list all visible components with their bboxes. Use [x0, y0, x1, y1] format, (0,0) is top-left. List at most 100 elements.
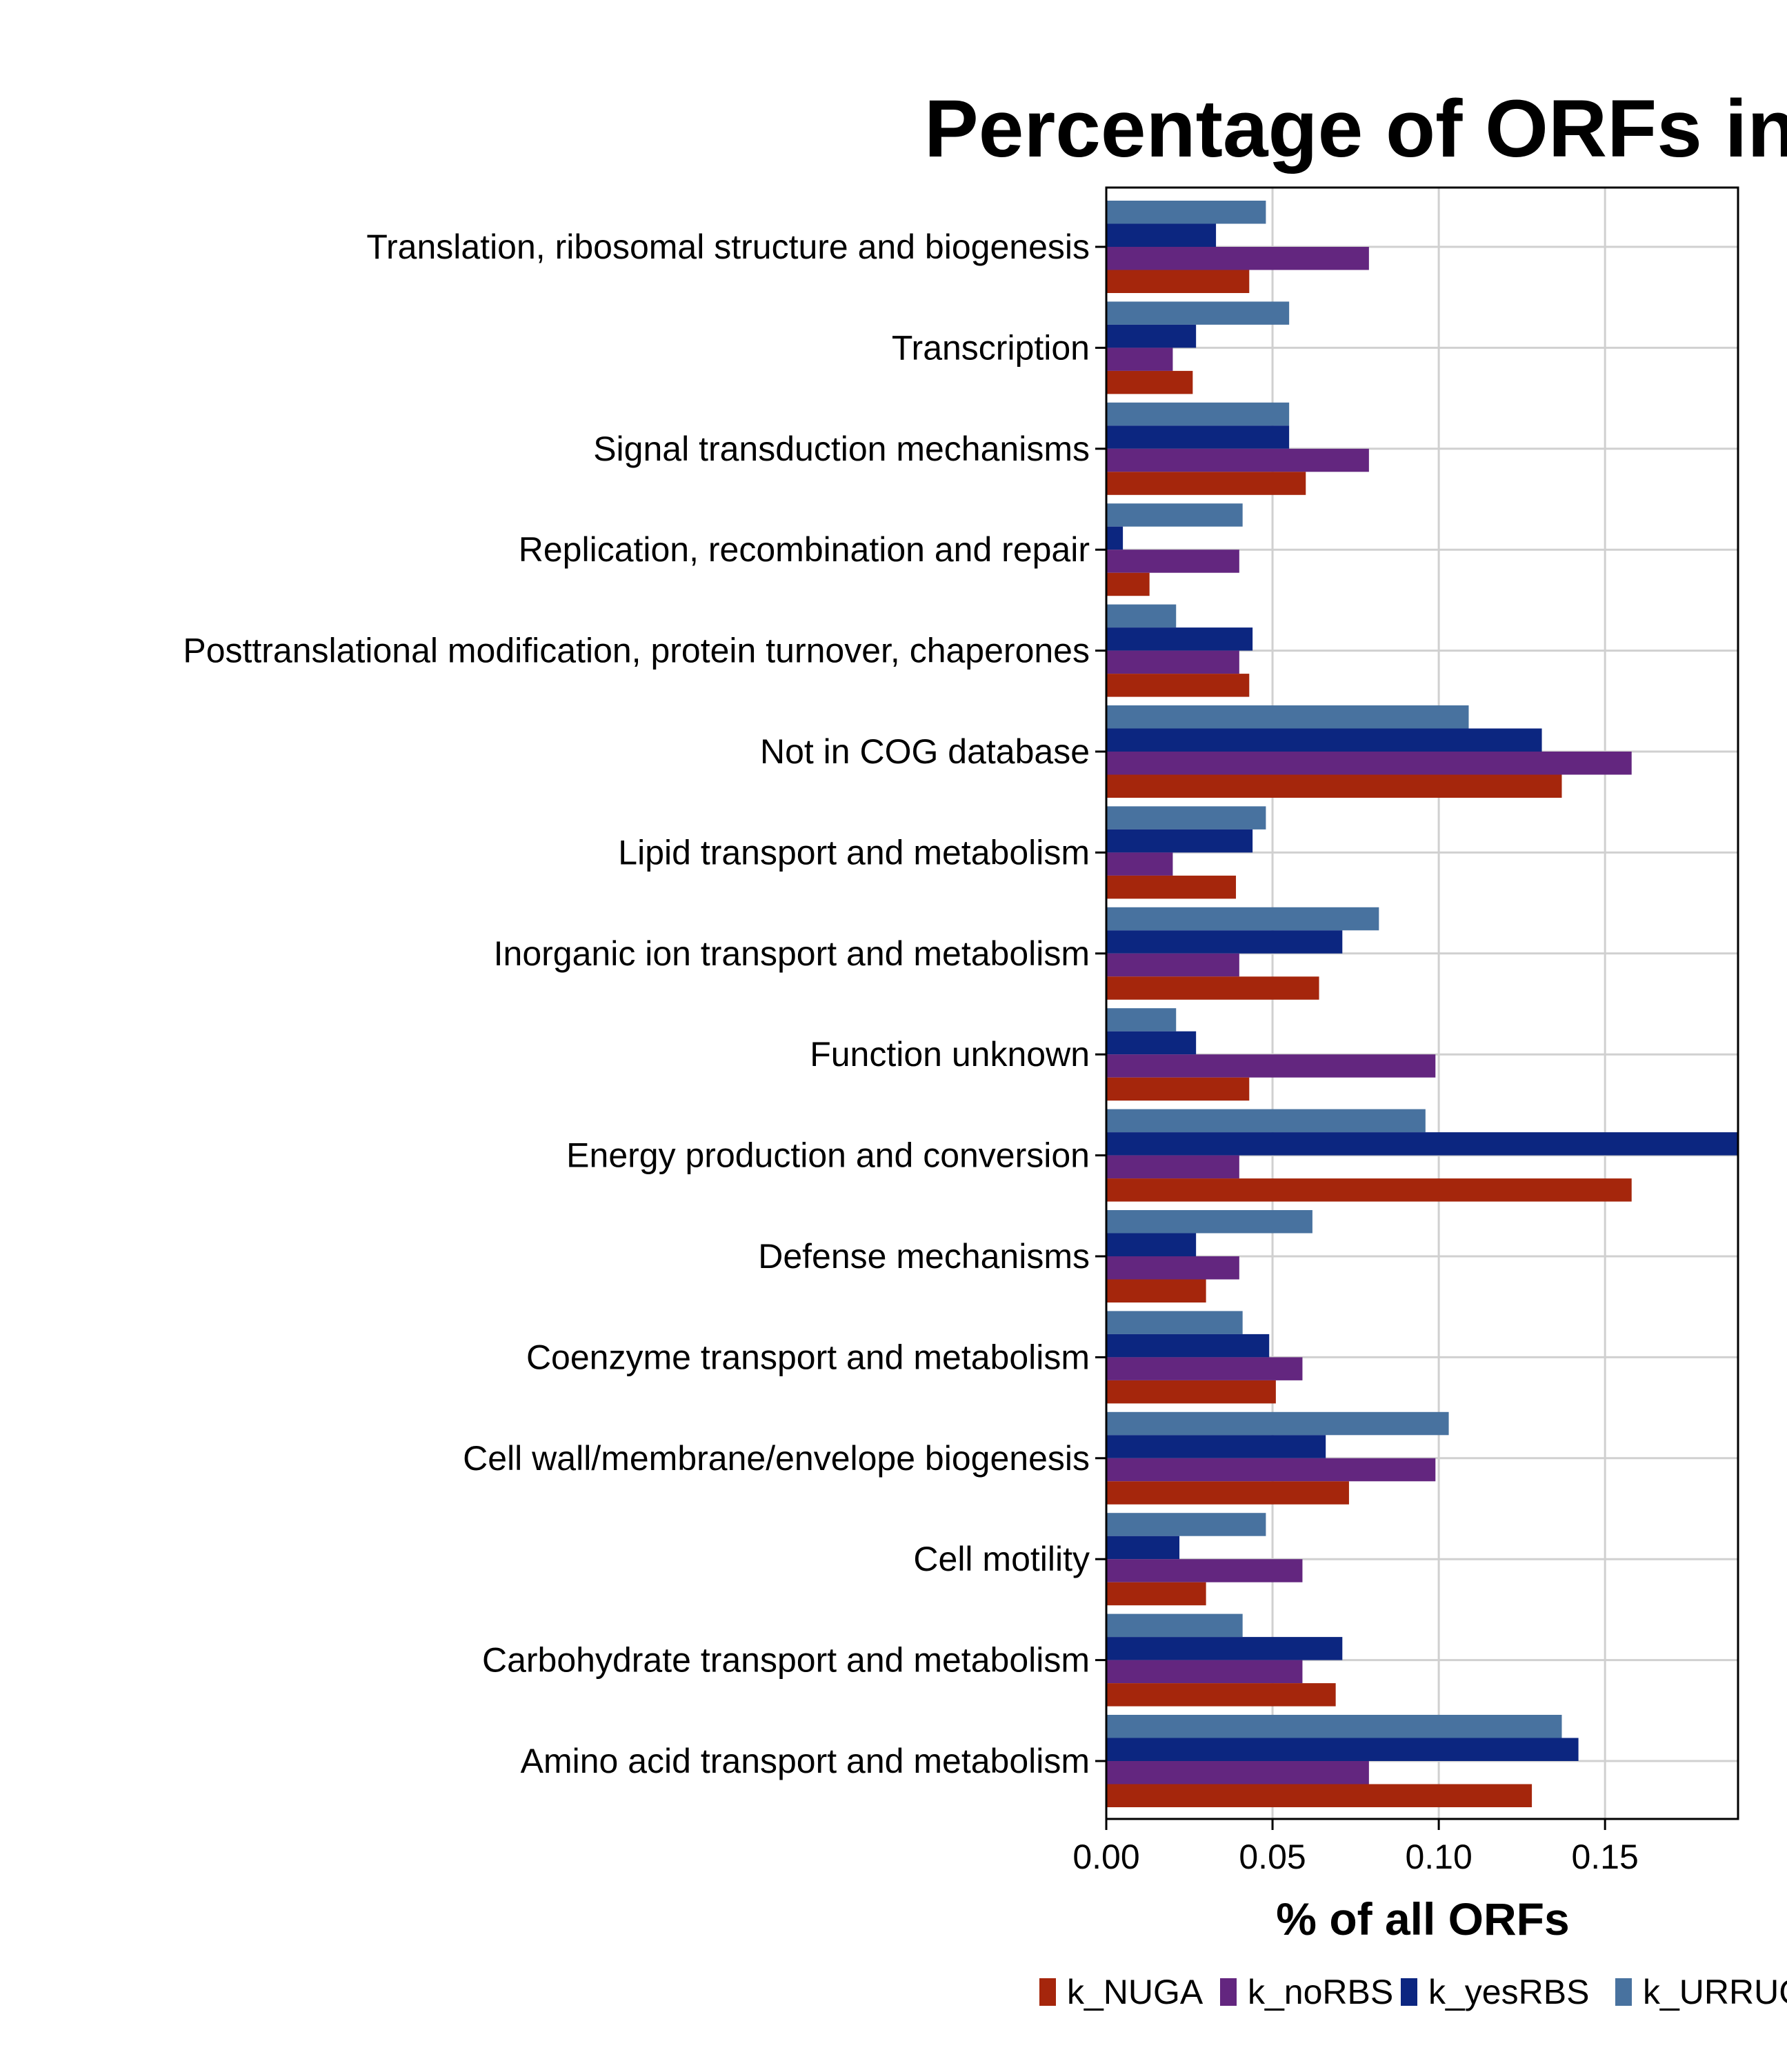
bar-k_yesRBS: [1106, 1738, 1579, 1761]
bar-k_URRUG: [1106, 402, 1290, 426]
legend-item: k_noRBS: [1220, 1973, 1393, 2011]
axes: [1095, 186, 1739, 1830]
bar-k_NUGA: [1106, 1582, 1206, 1606]
category-labels: Translation, ribosomal structure and bio…: [183, 228, 1090, 1780]
category-label: Signal transduction mechanisms: [593, 430, 1090, 468]
bar-k_yesRBS: [1106, 1637, 1343, 1660]
bar-k_URRUG: [1106, 604, 1177, 628]
bar-k_NUGA: [1106, 1077, 1250, 1101]
bar-k_noRBS: [1106, 1660, 1303, 1684]
bar-k_noRBS: [1106, 852, 1173, 876]
bar-k_NUGA: [1106, 1683, 1336, 1707]
category-label: Cell motility: [913, 1540, 1090, 1578]
x-tick-label: 0.15: [1571, 1838, 1638, 1876]
bar-k_URRUG: [1106, 1008, 1177, 1032]
bar-k_NUGA: [1106, 1481, 1349, 1505]
bar-k_noRBS: [1106, 1559, 1303, 1582]
bar-k_NUGA: [1106, 1178, 1632, 1202]
bar-k_noRBS: [1106, 1458, 1436, 1482]
bar-k_noRBS: [1106, 1155, 1239, 1179]
bar-k_URRUG: [1106, 1513, 1266, 1536]
chart-title: Percentage of ORFs in: [924, 83, 1787, 174]
bar-k_yesRBS: [1106, 1233, 1197, 1256]
bar-k_noRBS: [1106, 1054, 1436, 1078]
bar-k_noRBS: [1106, 752, 1632, 775]
bar-k_URRUG: [1106, 1715, 1562, 1738]
bar-k_noRBS: [1106, 953, 1239, 977]
legend-swatch: [1039, 1978, 1056, 2006]
bar-k_URRUG: [1106, 1109, 1426, 1133]
x-tick-label: 0.10: [1405, 1838, 1472, 1876]
category-label: Function unknown: [810, 1035, 1090, 1074]
bar-k_NUGA: [1106, 1380, 1276, 1404]
category-label: Posttranslational modification, protein …: [183, 632, 1090, 670]
category-label: Replication, recombination and repair: [519, 530, 1090, 569]
legend-label: k_noRBS: [1248, 1973, 1393, 2011]
category-label: Defense mechanisms: [758, 1237, 1090, 1276]
bar-k_yesRBS: [1106, 1132, 1738, 1156]
bar-k_URRUG: [1106, 806, 1266, 829]
bar-k_NUGA: [1106, 674, 1250, 697]
bar-k_noRBS: [1106, 1357, 1303, 1380]
bar-k_noRBS: [1106, 650, 1239, 674]
category-label: Transcription: [892, 328, 1090, 367]
category-label: Not in COG database: [760, 732, 1090, 771]
category-label: Cell wall/membrane/envelope biogenesis: [463, 1439, 1090, 1478]
bars: [1106, 201, 1738, 1807]
category-label: Inorganic ion transport and metabolism: [494, 934, 1090, 973]
category-label: Translation, ribosomal structure and bio…: [366, 228, 1090, 266]
bar-k_NUGA: [1106, 572, 1150, 596]
bar-k_yesRBS: [1106, 425, 1290, 449]
bar-k_URRUG: [1106, 201, 1266, 224]
bar-k_URRUG: [1106, 1311, 1243, 1334]
bar-k_NUGA: [1106, 472, 1306, 495]
bar-k_URRUG: [1106, 1613, 1243, 1638]
legend-swatch: [1220, 1978, 1237, 2006]
bar-k_yesRBS: [1106, 223, 1217, 247]
bar-k_NUGA: [1106, 875, 1237, 899]
bar-k_noRBS: [1106, 1256, 1239, 1280]
bar-k_noRBS: [1106, 448, 1369, 472]
legend-label: k_NUGA: [1067, 1973, 1204, 2011]
category-label: Amino acid transport and metabolism: [521, 1742, 1090, 1780]
bar-k_URRUG: [1106, 907, 1379, 931]
category-label: Carbohydrate transport and metabolism: [482, 1641, 1090, 1680]
bar-k_NUGA: [1106, 976, 1319, 1000]
bar-k_URRUG: [1106, 1210, 1312, 1234]
bar-k_yesRBS: [1106, 627, 1253, 651]
category-label: Energy production and conversion: [566, 1136, 1090, 1175]
bar-k_URRUG: [1106, 705, 1469, 729]
bar-k_noRBS: [1106, 1761, 1369, 1784]
bar-k_noRBS: [1106, 348, 1173, 371]
legend-swatch: [1615, 1978, 1632, 2006]
bar-k_NUGA: [1106, 1279, 1206, 1302]
bar-k_NUGA: [1106, 1784, 1533, 1807]
plot-border: [1105, 186, 1739, 1820]
x-tick-label: 0.00: [1072, 1838, 1139, 1876]
bar-k_noRBS: [1106, 247, 1369, 270]
bar-k_yesRBS: [1106, 829, 1253, 853]
x-tick-label: 0.05: [1239, 1838, 1306, 1876]
bar-k_yesRBS: [1106, 526, 1124, 550]
bar-k_yesRBS: [1106, 1536, 1180, 1560]
legend-item: k_yesRBS: [1401, 1973, 1589, 2011]
legend-item: k_URRUG: [1615, 1973, 1787, 2011]
category-label: Coenzyme transport and metabolism: [526, 1338, 1090, 1376]
x-tick-labels: 0.00 0.05 0.10 0.15: [1072, 1838, 1638, 1876]
bar-k_NUGA: [1106, 370, 1193, 394]
bar-k_noRBS: [1106, 550, 1239, 573]
legend: k_NUGA k_noRBS k_yesRBS k_URRUG: [1039, 1973, 1787, 2011]
bar-k_NUGA: [1106, 270, 1250, 293]
bar-k_URRUG: [1106, 301, 1290, 325]
bar-k_yesRBS: [1106, 1031, 1197, 1055]
legend-item: k_NUGA: [1039, 1973, 1204, 2011]
legend-swatch: [1401, 1978, 1417, 2006]
legend-label: k_URRUG: [1643, 1973, 1787, 2011]
bar-k_URRUG: [1106, 1411, 1449, 1436]
bar-k_yesRBS: [1106, 1334, 1270, 1358]
bar-k_yesRBS: [1106, 728, 1542, 752]
bar-k_yesRBS: [1106, 324, 1197, 348]
bar-k_NUGA: [1106, 774, 1562, 798]
